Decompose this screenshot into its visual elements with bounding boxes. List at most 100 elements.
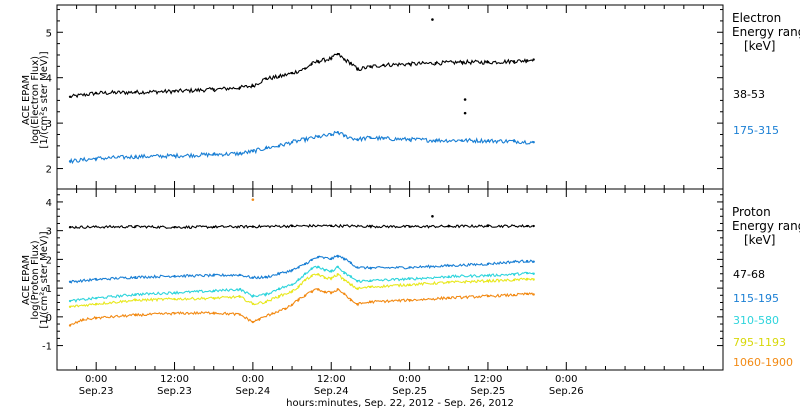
proton-point-310-580 [251, 294, 255, 298]
electron-series-175-315 [68, 130, 535, 165]
proton-point-115-195 [525, 259, 529, 263]
electron-point-175-315 [343, 134, 346, 138]
proton-series-310-580-trace [69, 265, 534, 303]
electron-ytick-label: 4 [46, 74, 52, 85]
electron-point-38-53 [330, 57, 333, 60]
proton-legend-item-310-580: 310-580 [733, 314, 779, 327]
proton-point-115-195 [369, 266, 372, 270]
proton-point-1060-1900 [251, 320, 255, 324]
proton-point-115-195 [316, 255, 320, 259]
electron-plot-frame [56, 4, 724, 190]
proton-point-795-1193 [369, 285, 372, 289]
proton-point-310-580 [525, 271, 529, 275]
xtick-time-label: 0:00 [242, 374, 264, 385]
electron-point-175-315 [336, 131, 339, 134]
electron-point-38-53 [238, 86, 242, 89]
proton-ytick-label: -1 [42, 342, 52, 353]
proton-series-795-1193 [68, 273, 535, 308]
electron-point-38-53 [369, 65, 372, 68]
electron-point-175-315 [173, 154, 176, 158]
proton-point-310-580 [94, 296, 98, 300]
xtick-date-label: Sep.25 [392, 386, 427, 397]
proton-point-310-580 [343, 271, 346, 275]
electron-series-175-315-trace [69, 130, 534, 165]
proton-point-115-195 [264, 276, 268, 279]
proton-point-115-195 [297, 266, 300, 269]
electron-point-175-315 [290, 141, 294, 144]
proton-point-795-1193 [447, 281, 450, 284]
electron-y-axis: 2 3 4 5 [46, 9, 723, 176]
xtick-date-label: Sep.26 [549, 386, 584, 397]
electron-point-175-315 [460, 139, 464, 142]
xtick-date-label: Sep.23 [79, 386, 114, 397]
proton-point-795-1193 [251, 302, 255, 306]
proton-point-1060-1900 [68, 324, 72, 327]
proton-point-115-195 [408, 266, 411, 269]
electron-legend-title-2: Energy ranges [732, 25, 800, 39]
proton-point-310-580 [369, 279, 372, 282]
electron-point-175-315 [238, 152, 242, 155]
electron-point-38-53 [486, 61, 490, 64]
proton-ytick-label: 2 [46, 255, 52, 266]
proton-point-115-195 [336, 254, 339, 258]
proton-point-310-580 [532, 272, 535, 275]
proton-point-115-195 [68, 280, 72, 283]
electron-point-175-315 [382, 137, 385, 140]
proton-point-47-68 [212, 225, 215, 229]
electron-point-175-315 [434, 139, 437, 142]
electron-series-layer [68, 18, 535, 165]
electron-point-38-53 [356, 68, 359, 71]
electron-point-175-315 [264, 146, 268, 150]
x-axis-tick-labels: 0:00Sep.2312:00Sep.230:00Sep.2412:00Sep.… [79, 374, 584, 397]
proton-point-1060-1900 [525, 292, 529, 296]
proton-point-1060-1900 [349, 298, 353, 302]
proton-point-47-68 [330, 224, 333, 227]
electron-legend-item-38-53: 38-53 [733, 88, 765, 101]
proton-series-115-195 [68, 254, 535, 284]
proton-point-795-1193 [356, 287, 359, 290]
proton-legend-item-47-68: 47-68 [733, 268, 765, 281]
proton-point-47-68 [251, 225, 255, 228]
electron-point-175-315 [408, 138, 411, 141]
proton-point-1060-1900 [323, 290, 326, 294]
proton-point-310-580 [336, 265, 339, 269]
proton-series-1060-1900-trace [69, 288, 534, 326]
proton-point-1060-1900 [297, 298, 300, 301]
xtick-time-label: 0:00 [85, 374, 107, 385]
proton-point-47-68 [486, 224, 490, 228]
proton-point-1060-1900 [271, 312, 274, 315]
electron-ylabel-line-2: log(Electron Flux) [30, 56, 41, 144]
proton-point-795-1193 [336, 273, 339, 276]
xtick-time-label: 0:00 [398, 374, 420, 385]
proton-point-795-1193 [330, 277, 333, 280]
electron-point-175-315 [532, 141, 535, 144]
proton-point-1060-1900 [81, 318, 85, 321]
proton-point-795-1193 [512, 278, 516, 282]
electron-point-38-53 [460, 61, 464, 64]
proton-point-115-195 [94, 278, 98, 281]
proton-point-310-580 [264, 293, 268, 296]
xtick-time-label: 0:00 [555, 374, 577, 385]
proton-point-1060-1900 [173, 312, 176, 315]
proton-point-115-195 [134, 276, 137, 279]
electron-point-38-53 [212, 88, 215, 91]
proton-point-1060-1900 [336, 288, 339, 291]
proton-outlier-47-68 [431, 214, 434, 218]
proton-point-115-195 [486, 262, 490, 266]
proton-y-axis-label: ACE EPAM log(Proton Flux) [1/(cm²s ster … [21, 231, 50, 328]
proton-point-115-195 [173, 274, 176, 278]
xtick-date-label: Sep.24 [314, 386, 349, 397]
electron-legend-title-1: Electron [732, 11, 781, 25]
proton-legend-item-115-195: 115-195 [733, 292, 779, 305]
electron-point-175-315 [277, 144, 281, 148]
electron-point-38-53 [310, 62, 313, 66]
electron-ytick-label: 2 [46, 165, 52, 176]
electron-point-175-315 [251, 150, 255, 153]
electron-point-38-53 [408, 62, 411, 66]
electron-point-38-53 [532, 58, 535, 61]
electron-ytick-label: 5 [46, 28, 52, 39]
electron-point-175-315 [356, 138, 359, 141]
proton-series-795-1193-trace [69, 273, 534, 308]
proton-point-47-68 [369, 225, 372, 228]
electron-outlier-38-53 [431, 18, 434, 21]
